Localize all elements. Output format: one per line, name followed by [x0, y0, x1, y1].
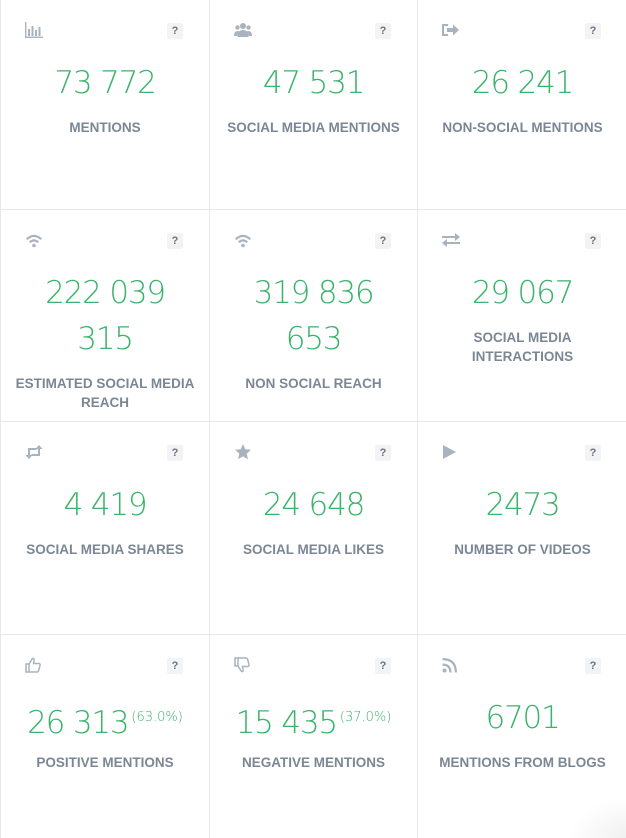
metric-value: 24 648: [262, 487, 365, 523]
metric-value: 4 419: [63, 487, 148, 523]
bar-chart-icon: [25, 22, 45, 40]
play-icon: [442, 444, 462, 462]
card-non-social-reach: ? 319 836 653 NON SOCIAL REACH: [210, 210, 418, 422]
card-social-media-shares: ? 4 419 SOCIAL MEDIA SHARES: [1, 422, 210, 635]
star-icon: [234, 444, 254, 462]
help-button[interactable]: ?: [167, 445, 183, 461]
help-button[interactable]: ?: [585, 445, 601, 461]
metric-value-line-1: 319 836: [253, 275, 375, 311]
help-button[interactable]: ?: [375, 658, 391, 674]
metric-number: 26 313: [27, 705, 129, 741]
card-social-media-mentions: ? 47 531 SOCIAL MEDIA MENTIONS: [210, 0, 418, 210]
metric-value: 15 435 (37.0%): [210, 695, 417, 746]
help-button[interactable]: ?: [585, 23, 601, 39]
metric-value-line-1: 222 039: [45, 275, 166, 311]
metric-value: 26 241: [471, 65, 574, 101]
help-button[interactable]: ?: [375, 445, 391, 461]
help-button[interactable]: ?: [375, 233, 391, 249]
metric-label: SOCIAL MEDIA MENTIONS: [227, 120, 400, 135]
metric-value-line-2: 653: [285, 321, 343, 357]
metric-value: 2473: [485, 487, 560, 523]
metric-value: 6701: [485, 700, 560, 736]
metric-value: 29 067: [471, 275, 574, 311]
card-social-media-interactions: ? 29 067 SOCIAL MEDIA INTERACTIONS: [418, 210, 626, 422]
sign-out-icon: [442, 22, 462, 40]
card-mentions: ? 73 772 MENTIONS: [1, 0, 210, 210]
card-mentions-from-blogs: ? 6701 MENTIONS FROM BLOGS: [418, 635, 626, 838]
wifi-icon: [234, 232, 254, 250]
card-estimated-social-media-reach: ? 222 039 315 ESTIMATED SOCIAL MEDIA REA…: [1, 210, 210, 422]
metric-label: NON SOCIAL REACH: [245, 376, 382, 391]
wifi-icon: [25, 232, 45, 250]
metric-label: MENTIONS FROM BLOGS: [439, 755, 606, 770]
users-icon: [234, 22, 254, 40]
corner-shadow: [567, 798, 626, 838]
metric-label: NON-SOCIAL MENTIONS: [442, 120, 603, 135]
retweet-icon: [25, 444, 45, 462]
metric-number: 15 435: [235, 705, 338, 741]
card-negative-mentions: ? 15 435 (37.0%) NEGATIVE MENTIONS: [210, 635, 418, 838]
metric-value: 26 313 (63.0%): [1, 695, 209, 746]
rss-icon: [442, 657, 462, 675]
thumbs-up-icon: [25, 657, 45, 675]
help-button[interactable]: ?: [375, 23, 391, 39]
exchange-icon: [442, 232, 462, 250]
card-social-media-likes: ? 24 648 SOCIAL MEDIA LIKES: [210, 422, 418, 635]
metric-label: POSITIVE MENTIONS: [36, 755, 174, 770]
help-button[interactable]: ?: [167, 23, 183, 39]
help-button[interactable]: ?: [167, 233, 183, 249]
metric-value: 47 531: [262, 65, 365, 101]
help-button[interactable]: ?: [585, 233, 601, 249]
metric-label: SOCIAL MEDIA INTERACTIONS: [471, 330, 574, 364]
metric-label: NEGATIVE MENTIONS: [241, 755, 385, 770]
help-button[interactable]: ?: [585, 658, 601, 674]
metric-value-line-2: 315: [77, 321, 134, 357]
metric-value: 222 039 315: [1, 270, 209, 362]
metric-percent: (37.0%): [339, 710, 392, 725]
metric-label: SOCIAL MEDIA LIKES: [242, 542, 384, 557]
metric-label: MENTIONS: [69, 120, 141, 135]
metric-label: SOCIAL MEDIA SHARES: [26, 542, 184, 557]
metric-value: 319 836 653: [210, 270, 417, 362]
thumbs-down-icon: [234, 657, 254, 675]
help-button[interactable]: ?: [167, 658, 183, 674]
metric-percent: (63.0%): [131, 710, 183, 725]
card-number-of-videos: ? 2473 NUMBER OF VIDEOS: [418, 422, 626, 635]
card-positive-mentions: ? 26 313 (63.0%) POSITIVE MENTIONS: [1, 635, 210, 838]
card-non-social-mentions: ? 26 241 NON-SOCIAL MENTIONS: [418, 0, 626, 210]
metric-label: ESTIMATED SOCIAL MEDIA REACH: [15, 376, 195, 410]
metric-value: 73 772: [54, 65, 156, 101]
metric-label: NUMBER OF VIDEOS: [454, 542, 591, 557]
